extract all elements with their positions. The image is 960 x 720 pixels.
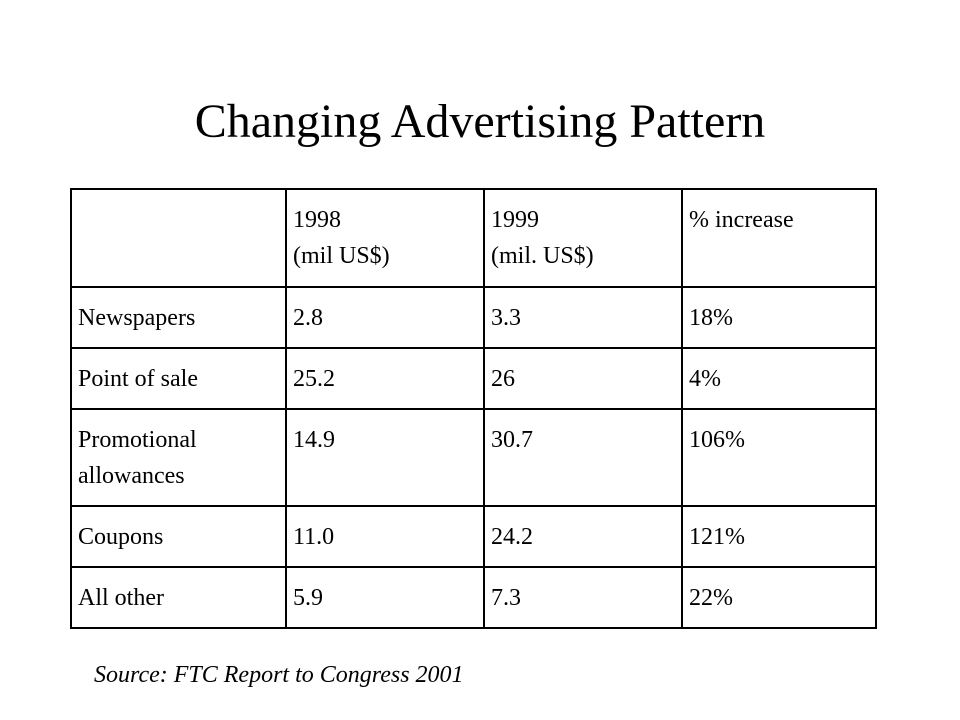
row-label-line-2: allowances — [78, 463, 185, 489]
row-label-line-1: Promotional — [78, 427, 197, 453]
cell-increase: 4% — [681, 347, 877, 410]
cell-increase: 106% — [681, 408, 877, 507]
row-label: Newspapers — [70, 286, 287, 349]
header-1999-year: 1999 — [491, 207, 539, 233]
table-row: Coupons 11.0 24.2 121% — [70, 505, 877, 568]
cell-1998: 2.8 — [285, 286, 485, 349]
cell-1998: 5.9 — [285, 566, 485, 629]
row-label: Point of sale — [70, 347, 287, 410]
table-row: Point of sale 25.2 26 4% — [70, 347, 877, 410]
table-row: Promotional allowances 14.9 30.7 106% — [70, 408, 877, 507]
row-label: Coupons — [70, 505, 287, 568]
header-1999-unit: (mil. US$) — [491, 243, 594, 269]
table-row: Newspapers 2.8 3.3 18% — [70, 286, 877, 349]
cell-1999: 24.2 — [483, 505, 683, 568]
row-label: All other — [70, 566, 287, 629]
table-row: All other 5.9 7.3 22% — [70, 566, 877, 629]
header-1998-year: 1998 — [293, 207, 341, 233]
slide-title: Changing Advertising Pattern — [194, 95, 766, 148]
header-1998-unit: (mil US$) — [293, 243, 390, 269]
cell-1998: 25.2 — [285, 347, 485, 410]
cell-1999: 30.7 — [483, 408, 683, 507]
header-cell-1998: 1998 (mil US$) — [285, 188, 485, 288]
row-label: Promotional allowances — [70, 408, 287, 507]
advertising-table: 1998 (mil US$) 1999 (mil. US$) % increas… — [70, 188, 877, 629]
header-cell-increase: % increase — [681, 188, 877, 288]
table-header-row: 1998 (mil US$) 1999 (mil. US$) % increas… — [70, 188, 877, 288]
source-note: Source: FTC Report to Congress 2001 — [94, 662, 464, 688]
cell-increase: 18% — [681, 286, 877, 349]
cell-increase: 22% — [681, 566, 877, 629]
header-cell-empty — [70, 188, 287, 288]
cell-1998: 11.0 — [285, 505, 485, 568]
header-cell-1999: 1999 (mil. US$) — [483, 188, 683, 288]
cell-1998: 14.9 — [285, 408, 485, 507]
cell-1999: 7.3 — [483, 566, 683, 629]
cell-1999: 3.3 — [483, 286, 683, 349]
cell-1999: 26 — [483, 347, 683, 410]
cell-increase: 121% — [681, 505, 877, 568]
